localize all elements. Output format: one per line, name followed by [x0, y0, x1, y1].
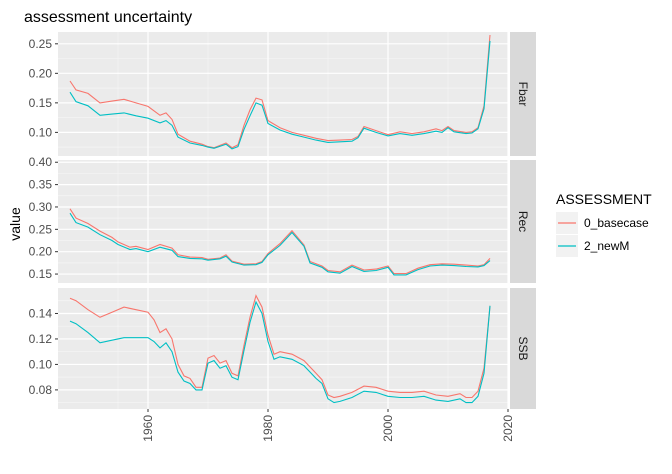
y-tick-label: 0.25 [29, 222, 53, 236]
y-tick-label: 0.30 [29, 200, 53, 214]
y-tick-label: 0.40 [29, 155, 53, 169]
x-tick-label: 1980 [261, 415, 275, 442]
facet-strip-label: SSB [516, 336, 530, 360]
legend-title: ASSESSMENT [556, 191, 652, 207]
legend: ASSESSMENT 0_basecase 2_newM [556, 191, 652, 257]
facet-fbar: 0.10 0.15 0.20 0.25 Fbar [29, 32, 536, 156]
y-tick-label: 0.35 [29, 178, 53, 192]
facet-strip-label: Fbar [516, 82, 530, 107]
y-tick-label: 0.12 [29, 332, 53, 346]
chart-title: assessment uncertainty [24, 9, 192, 26]
legend-entry-2-newM: 2_newM [556, 235, 629, 257]
facet-strip-label: Rec [516, 211, 530, 232]
series-line-2-newM [69, 40, 491, 150]
panel-background [58, 288, 508, 409]
y-tick-label: 0.15 [29, 96, 53, 110]
series-line-0-basecase [69, 294, 491, 399]
facet-panels: 0.10 0.15 0.20 0.25 Fbar 0.15 0.20 0.25 0.30 0.35… [29, 32, 536, 442]
panel-background [58, 32, 508, 156]
x-tick-label: 1960 [141, 415, 155, 442]
facet-strip [510, 160, 536, 283]
y-tick-label: 0.08 [29, 383, 53, 397]
y-tick-label: 0.25 [29, 37, 53, 51]
facet-rec: 0.15 0.20 0.25 0.30 0.35 0.40 Rec [29, 155, 536, 283]
legend-label: 2_newM [584, 239, 629, 253]
y-tick-label: 0.14 [29, 306, 53, 320]
facet-strip [510, 288, 536, 409]
series-line-0-basecase [69, 34, 491, 149]
y-tick-label: 0.10 [29, 125, 53, 139]
x-tick-label: 2000 [381, 415, 395, 442]
facet-ssb: 0.08 0.10 0.12 0.14 SSB [29, 288, 536, 409]
y-tick-label: 0.15 [29, 267, 53, 281]
panel-background [58, 160, 508, 283]
y-tick-label: 0.20 [29, 245, 53, 259]
x-axis: 1960 1980 2000 2020 [141, 409, 515, 442]
y-tick-label: 0.10 [29, 357, 53, 371]
facet-strip [510, 32, 536, 156]
y-tick-label: 0.20 [29, 66, 53, 80]
series-line-2-newM [69, 300, 491, 404]
x-tick-label: 2020 [501, 415, 515, 442]
legend-label: 0_basecase [584, 216, 649, 230]
y-axis-title: value [7, 207, 23, 241]
series-line-0-basecase [69, 208, 491, 275]
legend-entry-0-basecase: 0_basecase [556, 212, 649, 234]
series-line-2-newM [69, 212, 491, 276]
